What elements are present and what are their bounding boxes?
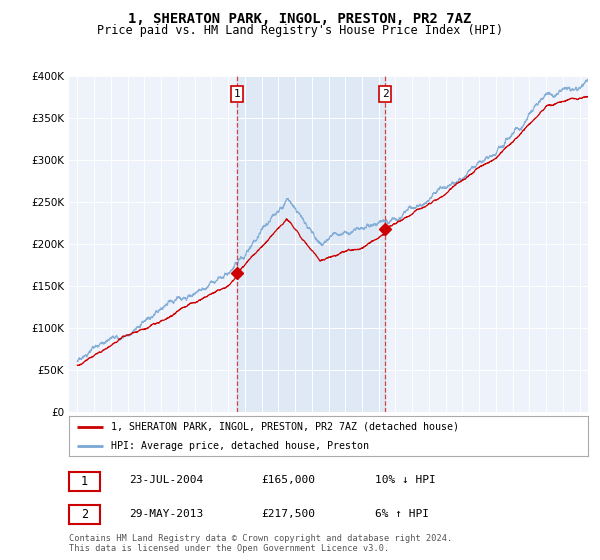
- Text: £217,500: £217,500: [261, 509, 315, 519]
- Text: Contains HM Land Registry data © Crown copyright and database right 2024.
This d: Contains HM Land Registry data © Crown c…: [69, 534, 452, 553]
- Text: 1, SHERATON PARK, INGOL, PRESTON, PR2 7AZ (detached house): 1, SHERATON PARK, INGOL, PRESTON, PR2 7A…: [110, 422, 458, 432]
- Text: 1: 1: [234, 89, 241, 99]
- Text: Price paid vs. HM Land Registry's House Price Index (HPI): Price paid vs. HM Land Registry's House …: [97, 24, 503, 36]
- Text: 23-JUL-2004: 23-JUL-2004: [129, 475, 203, 486]
- Bar: [237, 76, 385, 412]
- Text: 1, SHERATON PARK, INGOL, PRESTON, PR2 7AZ: 1, SHERATON PARK, INGOL, PRESTON, PR2 7A…: [128, 12, 472, 26]
- Text: 1: 1: [81, 474, 88, 488]
- Text: £165,000: £165,000: [261, 475, 315, 486]
- Text: HPI: Average price, detached house, Preston: HPI: Average price, detached house, Pres…: [110, 441, 368, 450]
- Text: 6% ↑ HPI: 6% ↑ HPI: [375, 509, 429, 519]
- Text: 2: 2: [81, 508, 88, 521]
- Text: 29-MAY-2013: 29-MAY-2013: [129, 509, 203, 519]
- Text: 2: 2: [382, 89, 388, 99]
- Text: 10% ↓ HPI: 10% ↓ HPI: [375, 475, 436, 486]
